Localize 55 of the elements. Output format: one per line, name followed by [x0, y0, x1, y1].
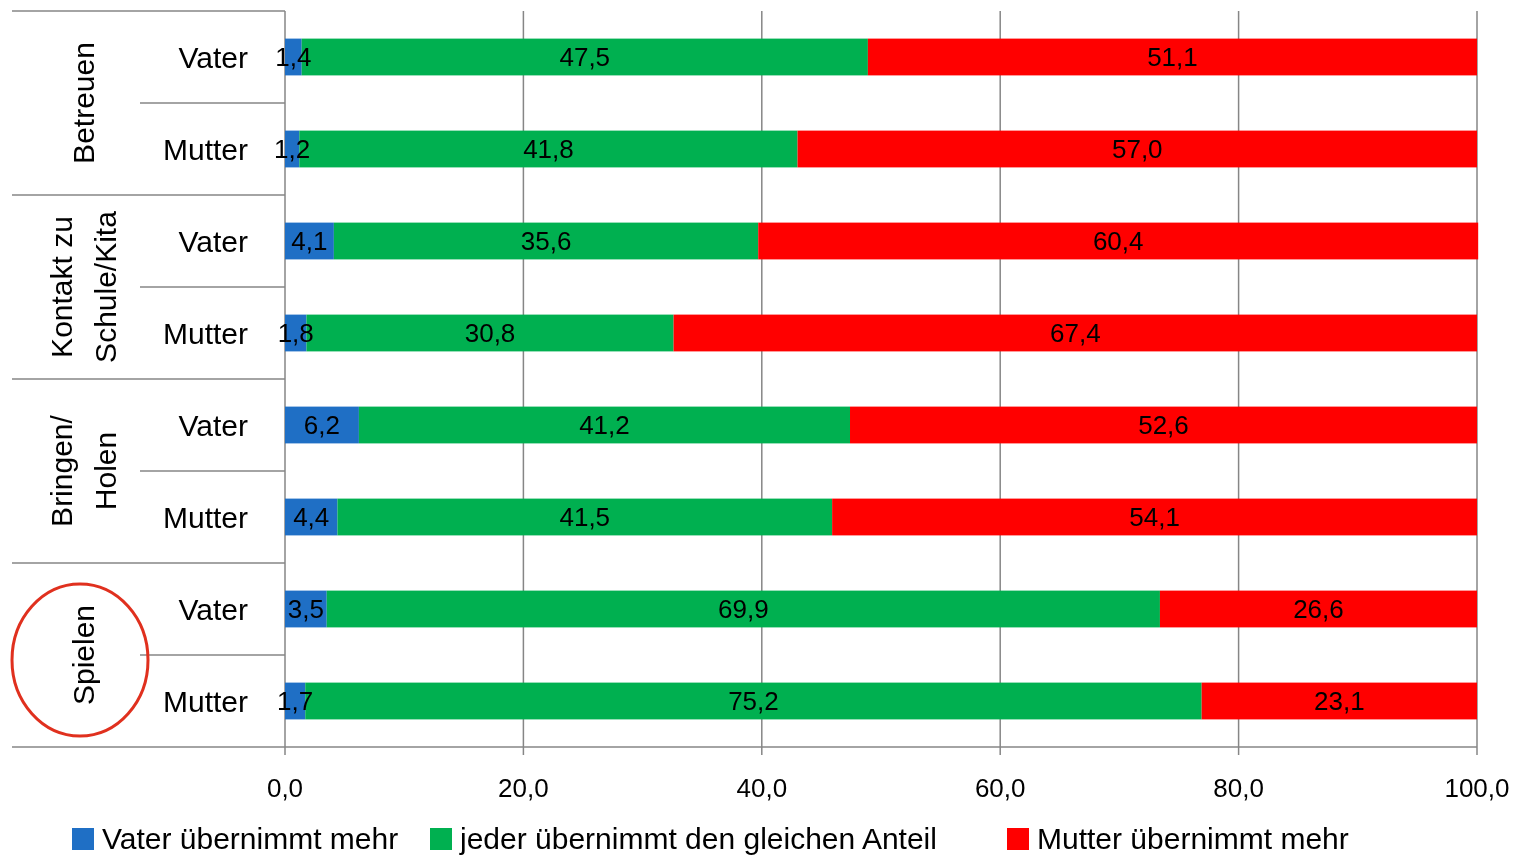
data-label: 41,5	[559, 502, 611, 532]
legend-label: jeder übernimmt den gleichen Anteil	[459, 822, 937, 855]
y-tick-label: Vater	[178, 592, 248, 626]
bar	[832, 498, 1477, 536]
data-label: 3,5	[287, 594, 324, 624]
data-label: 57,0	[1111, 134, 1163, 164]
bar	[797, 130, 1477, 168]
y-tick-label: Mutter	[162, 132, 248, 166]
text: Spielen	[67, 604, 100, 706]
data-label: 69,9	[718, 594, 769, 624]
data-label: 52,6	[1138, 410, 1189, 440]
data-label: 6,2	[303, 410, 341, 440]
bar	[333, 222, 759, 260]
data-label: 54,1	[1129, 502, 1180, 532]
data-label: 35,6	[520, 226, 572, 256]
data-label: 47,5	[559, 42, 611, 72]
bar	[867, 38, 1477, 76]
text: Bringen/ Holen	[45, 414, 122, 527]
data-label: 4,4	[293, 502, 330, 532]
bar	[1201, 682, 1477, 720]
legend-label: Vater übernimmt mehr	[102, 822, 399, 855]
x-tick-label: 80,0	[1213, 773, 1264, 803]
x-tick-label: 100,0	[1444, 773, 1510, 803]
x-tick-label: 20,0	[498, 773, 549, 803]
data-label: 1,2	[274, 134, 311, 164]
data-label: 67,4	[1049, 318, 1101, 348]
bar	[337, 498, 833, 536]
bar	[850, 406, 1477, 444]
bar	[673, 314, 1477, 352]
y-tick-label: Mutter	[162, 684, 248, 718]
data-label: 75,2	[728, 686, 779, 716]
x-tick-label: 0,0	[266, 773, 304, 803]
bar	[1159, 590, 1477, 628]
legend-label: Mutter übernimmt mehr	[1037, 822, 1349, 855]
y-tick-label: Vater	[178, 40, 248, 74]
data-label: 60,4	[1092, 226, 1144, 256]
x-tick-label: 40,0	[736, 773, 788, 803]
y-tick-label: Vater	[178, 224, 248, 258]
text: Kontakt zu Schule/Kita	[45, 210, 122, 363]
bar	[326, 590, 1160, 628]
data-label: 41,2	[579, 410, 630, 440]
data-label: 26,6	[1293, 594, 1344, 624]
text: Betreuen	[67, 42, 100, 164]
data-label: 23,1	[1314, 686, 1365, 716]
y-tick-label: Vater	[178, 408, 248, 442]
y-tick-label: Mutter	[162, 500, 248, 534]
data-label: 4,1	[291, 226, 328, 256]
y-tick-label: Mutter	[162, 316, 248, 350]
data-label: 41,8	[523, 134, 574, 164]
data-label: 51,1	[1147, 42, 1198, 72]
bar	[758, 222, 1479, 260]
data-label: 1,4	[275, 42, 312, 72]
bar	[358, 406, 851, 444]
x-tick-label: 60,0	[974, 773, 1026, 803]
data-label: 30,8	[464, 318, 516, 348]
